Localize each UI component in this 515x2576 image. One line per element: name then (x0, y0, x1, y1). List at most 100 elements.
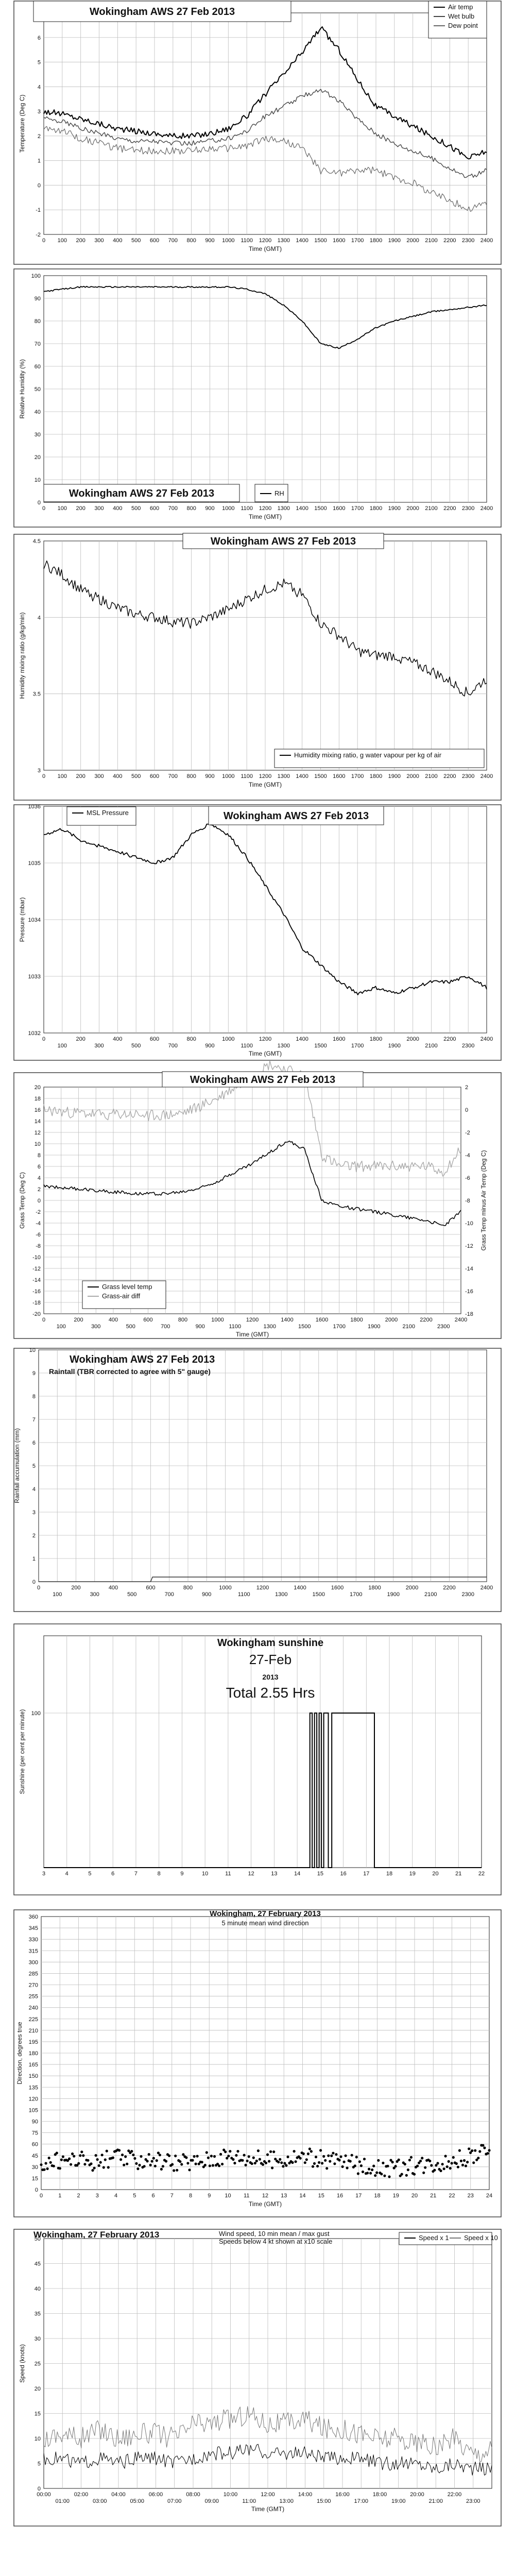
direction-point (380, 2173, 383, 2176)
direction-point (132, 2154, 135, 2157)
direction-point (210, 2155, 213, 2158)
x-tick-label: 1700 (351, 238, 364, 244)
direction-point (185, 2156, 188, 2159)
y-tick-label: -16 (32, 1289, 41, 1295)
x-axis-label: Time (GMT) (249, 513, 282, 520)
x-tick-label: 12 (262, 2193, 268, 2199)
direction-point (430, 2164, 433, 2167)
x-tick-label: 200 (76, 773, 85, 779)
x-tick-label: 19 (409, 1871, 416, 1877)
x-tick-label: 2300 (462, 505, 474, 512)
y-tick-label: 1036 (28, 804, 41, 810)
direction-point (421, 2157, 424, 2160)
x-tick-label: 2 (77, 2193, 80, 2199)
y-tick-label: 3 (38, 768, 41, 774)
y-tick-label: 2 (32, 1533, 36, 1539)
y-tick-label: -2 (36, 232, 41, 238)
series-line-speed-x-1 (43, 2444, 492, 2476)
x-tick-label: 14 (299, 2193, 305, 2199)
y-tick-label: 50 (35, 2236, 41, 2242)
x-tick-label: 13:00 (279, 2498, 294, 2504)
direction-point (396, 2160, 399, 2163)
direction-point (359, 2164, 363, 2167)
x-tick-label: 10 (202, 1871, 208, 1877)
direction-point (449, 2167, 452, 2170)
x-tick-label: 700 (168, 773, 178, 779)
direction-point (102, 2166, 105, 2169)
direction-point (279, 2158, 282, 2161)
direction-point (219, 2153, 222, 2156)
direction-point (316, 2164, 319, 2168)
x-tick-label: 0 (42, 1317, 45, 1323)
direction-point (294, 2160, 297, 2163)
chart-subtitle-2: Speeds below 4 kt shown at x10 scale (219, 2238, 332, 2245)
direction-point (66, 2159, 70, 2162)
y-tick-label: 10 (35, 1141, 41, 1147)
x-tick-label: 1700 (351, 505, 364, 512)
x-tick-label: 1400 (281, 1317, 293, 1323)
x-tick-label: 2300 (462, 238, 474, 244)
x-tick-label: 2100 (425, 505, 437, 512)
y-tick-label: 360 (29, 1914, 38, 1920)
direction-point (488, 2149, 491, 2152)
y-tick-label: 0 (38, 182, 41, 189)
x-tick-label: 1000 (222, 773, 234, 779)
direction-point (202, 2165, 205, 2168)
x-tick-label: 900 (196, 1324, 205, 1330)
direction-point (216, 2162, 219, 2165)
x-tick-label: 13 (271, 1871, 277, 1877)
x-tick-label: 19:00 (391, 2498, 406, 2504)
direction-point (52, 2164, 55, 2167)
y-tick-label: 5 (32, 1463, 36, 1469)
y-tick-label: 3 (32, 1510, 36, 1516)
y-axis-label: Direction, degrees true (16, 2022, 23, 2084)
y2-tick-label: 0 (465, 1107, 468, 1113)
direction-point (391, 2161, 394, 2164)
direction-point (111, 2156, 114, 2159)
direction-point (313, 2162, 316, 2165)
y-tick-label: 30 (35, 2336, 41, 2342)
y-axis-label: Temperature (Deg C) (19, 95, 26, 153)
y-tick-label: 7 (32, 1417, 36, 1423)
direction-point (397, 2158, 400, 2161)
direction-point (221, 2162, 224, 2166)
x-tick-label: 600 (146, 1585, 155, 1591)
direction-point (358, 2160, 362, 2163)
direction-point (368, 2167, 371, 2171)
direction-point (261, 2163, 265, 2166)
x-tick-label: 2400 (455, 1317, 467, 1323)
y-tick-label: 100 (31, 273, 41, 279)
x-tick-label: 200 (74, 1317, 83, 1323)
y-tick-label: 135 (29, 2084, 38, 2091)
direction-point (205, 2151, 208, 2154)
x-tick-label: 1300 (278, 773, 290, 779)
x-tick-label: 2100 (425, 773, 437, 779)
y-tick-label: 300 (29, 1959, 38, 1965)
x-tick-label: 6 (111, 1871, 114, 1877)
y-tick-label: 10 (29, 1347, 36, 1353)
direction-point (104, 2158, 107, 2161)
title-box (43, 484, 240, 502)
x-tick-label: 1200 (259, 505, 271, 512)
direction-point (61, 2155, 64, 2158)
direction-point (82, 2154, 85, 2157)
direction-point (459, 2159, 463, 2162)
direction-point (439, 2169, 442, 2173)
direction-point (200, 2161, 203, 2164)
y2-tick-label: -2 (465, 1130, 470, 1136)
chart-title: Wokingham AWS 27 Feb 2013 (224, 810, 369, 822)
direction-point (224, 2150, 227, 2154)
direction-point (100, 2154, 104, 2157)
chart-title: Wokingham AWS 27 Feb 2013 (90, 6, 235, 18)
y2-tick-label: -14 (465, 1266, 473, 1272)
y-tick-label: 3 (38, 109, 41, 115)
chart-title: Wokingham AWS 27 Feb 2013 (69, 488, 214, 499)
x-tick-label: 17:00 (354, 2498, 368, 2504)
direction-point (118, 2149, 121, 2152)
direction-point (469, 2151, 472, 2154)
x-tick-label: 1400 (296, 238, 308, 244)
direction-point (207, 2156, 210, 2159)
x-tick-label: 1100 (229, 1324, 241, 1330)
direction-point (355, 2156, 358, 2159)
x-tick-label: 09:00 (204, 2498, 219, 2504)
